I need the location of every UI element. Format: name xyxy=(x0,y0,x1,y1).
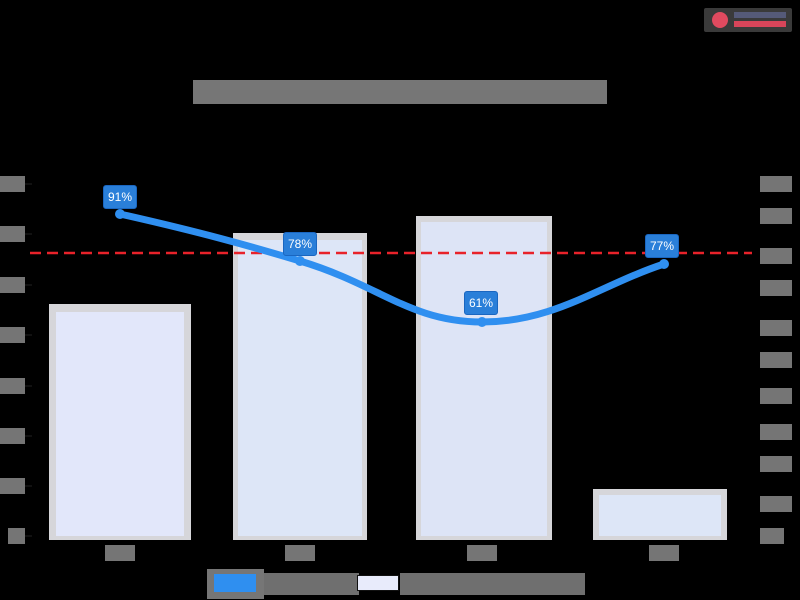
x-axis-label xyxy=(467,545,497,561)
left-axis-tick xyxy=(0,226,25,242)
data-label: 91% xyxy=(103,185,138,209)
x-axis-label xyxy=(649,545,679,561)
data-label: 61% xyxy=(464,291,499,315)
chart-title xyxy=(193,80,607,104)
brand-logo xyxy=(704,8,792,32)
data-label: 77% xyxy=(645,234,680,258)
right-axis-tick xyxy=(760,352,792,368)
x-axis-label xyxy=(105,545,135,561)
right-axis-tick xyxy=(760,456,792,472)
right-axis-tick xyxy=(760,248,792,264)
legend-label-bar xyxy=(400,573,585,595)
x-axis-label xyxy=(285,545,315,561)
left-axis-tick xyxy=(0,428,25,444)
right-axis-tick xyxy=(760,280,792,296)
right-axis-tick xyxy=(760,496,792,512)
bar-series xyxy=(49,216,727,540)
left-axis-tick xyxy=(0,176,25,192)
left-axis-tick xyxy=(0,378,25,394)
right-axis-tick xyxy=(760,208,792,224)
legend-swatch-line xyxy=(207,569,264,599)
right-axis-tick xyxy=(760,176,792,192)
line-series xyxy=(116,210,668,326)
right-axis-tick xyxy=(760,424,792,440)
right-axis-tick xyxy=(760,320,792,336)
legend-swatch-bar xyxy=(357,575,399,591)
logo-icon xyxy=(712,12,728,28)
data-label: 78% xyxy=(283,232,318,256)
left-axis-tick xyxy=(0,478,25,494)
left-axis-tick xyxy=(8,528,25,544)
left-axis-tick xyxy=(0,277,25,293)
right-axis-tick xyxy=(760,528,784,544)
chart-legend xyxy=(207,569,585,599)
right-axis-tick xyxy=(760,388,792,404)
legend-label-line xyxy=(264,573,359,595)
left-axis-tick xyxy=(0,327,25,343)
